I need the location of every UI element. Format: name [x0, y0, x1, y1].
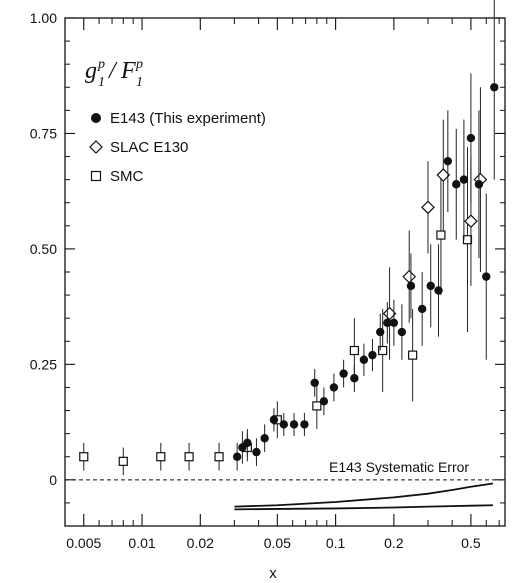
point-slac-e130: [464, 214, 478, 229]
point-e143: [329, 383, 339, 392]
point-e143: [443, 156, 453, 166]
x-tick-label: 0.2: [384, 535, 404, 551]
point-e143: [474, 180, 484, 189]
legend-marker-e130: [89, 140, 103, 154]
point-e143: [232, 452, 242, 461]
point-e143: [319, 397, 329, 406]
point-e143: [434, 286, 443, 295]
point-slac-e130: [421, 200, 435, 215]
point-e143: [243, 438, 252, 448]
point-smc: [408, 350, 418, 360]
point-e143: [252, 447, 261, 457]
point-smc: [118, 456, 128, 466]
x-tick-label: 0.01: [128, 535, 155, 551]
point-e143: [368, 350, 377, 360]
ylabel-sup2: p: [135, 57, 143, 72]
y-tick-label: 0.50: [30, 241, 57, 257]
point-e143: [359, 355, 369, 364]
y-tick-label: 0.25: [30, 356, 57, 372]
point-e143: [406, 281, 416, 291]
y-axis-label: g p 1 / F p 1: [85, 57, 143, 90]
point-e143: [389, 318, 399, 327]
point-e143: [417, 304, 427, 314]
legend-marker-e143: [91, 113, 101, 123]
systematic-error-upper: [234, 482, 494, 508]
point-e143: [269, 415, 279, 424]
systematic-error-band: [234, 482, 494, 511]
point-smc: [184, 452, 194, 462]
point-smc: [349, 345, 359, 356]
axis-tick-labels: 0.005 0.01 0.02 0.05 0.1 0.2 0.500.250.500.751…: [30, 10, 481, 551]
legend-marker-smc: [90, 170, 102, 182]
point-smc: [312, 401, 322, 411]
plot-frame: [64, 17, 506, 527]
y-tick-label: 1.00: [30, 10, 57, 26]
point-e143: [279, 420, 289, 429]
y-tick-label: 0.75: [30, 125, 57, 141]
point-e143: [466, 133, 476, 143]
point-e143: [426, 281, 435, 291]
point-e143: [350, 374, 359, 383]
x-tick-label: 0.005: [66, 535, 101, 551]
data-points: [79, 0, 499, 476]
point-e143: [452, 180, 461, 189]
y-tick-label: 0: [49, 472, 57, 488]
point-e143: [339, 369, 348, 378]
point-smc: [462, 235, 473, 245]
legend-label-smc: SMC: [110, 168, 144, 185]
x-tick-label: 0.1: [326, 535, 346, 551]
point-e143: [289, 420, 299, 429]
ylabel-sup1: p: [97, 57, 105, 72]
ylabel-F: F: [120, 58, 136, 84]
point-e143: [300, 420, 309, 429]
point-e143: [459, 175, 469, 184]
point-smc: [436, 230, 446, 240]
point-smc: [378, 345, 388, 356]
point-smc: [214, 452, 224, 462]
x-axis-title: x: [269, 565, 277, 582]
point-e143: [490, 83, 499, 92]
point-smc: [156, 452, 166, 462]
legend-label-e143: E143 (This experiment): [110, 110, 266, 127]
x-tick-label: 0.5: [461, 535, 481, 551]
point-slac-e130: [436, 168, 451, 182]
point-e143: [310, 378, 319, 388]
ylabel-sub1: 1: [98, 75, 105, 90]
point-slac-e130: [402, 269, 417, 284]
x-tick-label: 0.02: [187, 535, 214, 551]
legend-label-e130: SLAC E130: [110, 139, 188, 156]
x-tick-label: 0.05: [264, 535, 291, 551]
point-e143: [397, 327, 407, 337]
point-smc: [79, 452, 89, 462]
point-e143: [482, 272, 491, 281]
point-e143: [260, 434, 269, 443]
ylabel-g: g: [85, 58, 97, 84]
annotation-systematic-error: E143 Systematic Error: [329, 459, 469, 475]
point-e143: [383, 318, 392, 327]
ylabel-slash: /: [107, 58, 118, 84]
ylabel-sub2: 1: [136, 75, 143, 90]
axis-ticks: [65, 17, 505, 526]
legend: E143 (This experiment) SLAC E130 SMC: [89, 110, 266, 185]
point-e143: [376, 327, 385, 337]
systematic-error-lower: [234, 504, 493, 511]
